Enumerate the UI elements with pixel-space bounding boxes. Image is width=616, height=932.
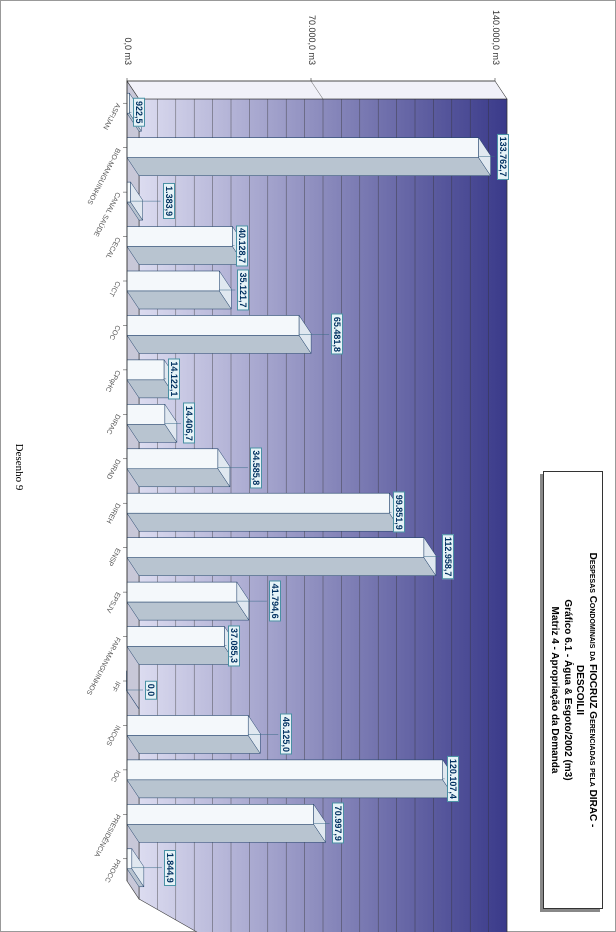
bar-value-label: 41.794,6 xyxy=(269,581,281,622)
bar-value-label: 120.107,4 xyxy=(447,756,459,802)
bar-value-label: 34.585,8 xyxy=(250,447,262,488)
chart-title-box: Despesas Condominais da FIOCRUZ Gerencia… xyxy=(543,471,603,909)
bar-value-label: 40.128,7 xyxy=(236,225,248,266)
figure-caption: Desenho 9 xyxy=(13,1,25,932)
bar-value-label: 14.122,1 xyxy=(168,358,180,399)
bar-value-label: 0,0 xyxy=(145,681,157,700)
bar-value-label: 65.481,8 xyxy=(331,314,343,355)
bar-value-label: 14.406,7 xyxy=(183,403,195,444)
title-line1: Despesas Condominais da FIOCRUZ Gerencia… xyxy=(586,480,599,900)
bar-value-label: 46.125,0 xyxy=(280,714,292,755)
title-line2: DESCOILII xyxy=(573,480,586,900)
title-line4: Matriz 4 - Apropriação da Demanda xyxy=(548,480,561,900)
bar-value-label: 1.844,9 xyxy=(164,850,176,886)
bar-value-label: 70.997,9 xyxy=(332,803,344,844)
bar-value-label: 133.762,7 xyxy=(497,134,509,180)
bar-value-label: 1.383,9 xyxy=(163,183,175,219)
bar-chart-3d: 0,0 m370.000,0 m3140.000,0 m3922,5ASFIJA… xyxy=(67,71,527,891)
bar-value-label: 112.958,7 xyxy=(442,534,454,580)
y-tick-label: 0,0 m3 xyxy=(123,5,133,65)
y-tick-label: 140.000,0 m3 xyxy=(491,5,501,65)
bar-value-label: 922,5 xyxy=(133,98,145,127)
bar-value-label: 35.121,7 xyxy=(237,269,249,310)
y-tick-label: 70.000,0 m3 xyxy=(307,5,317,65)
bar-value-label: 37.085,3 xyxy=(228,625,240,666)
bar-value-label: 99.851,9 xyxy=(393,492,405,533)
title-line3: Gráfico 6.1 - Água & Esgoto/2002 (m3) xyxy=(561,480,574,900)
